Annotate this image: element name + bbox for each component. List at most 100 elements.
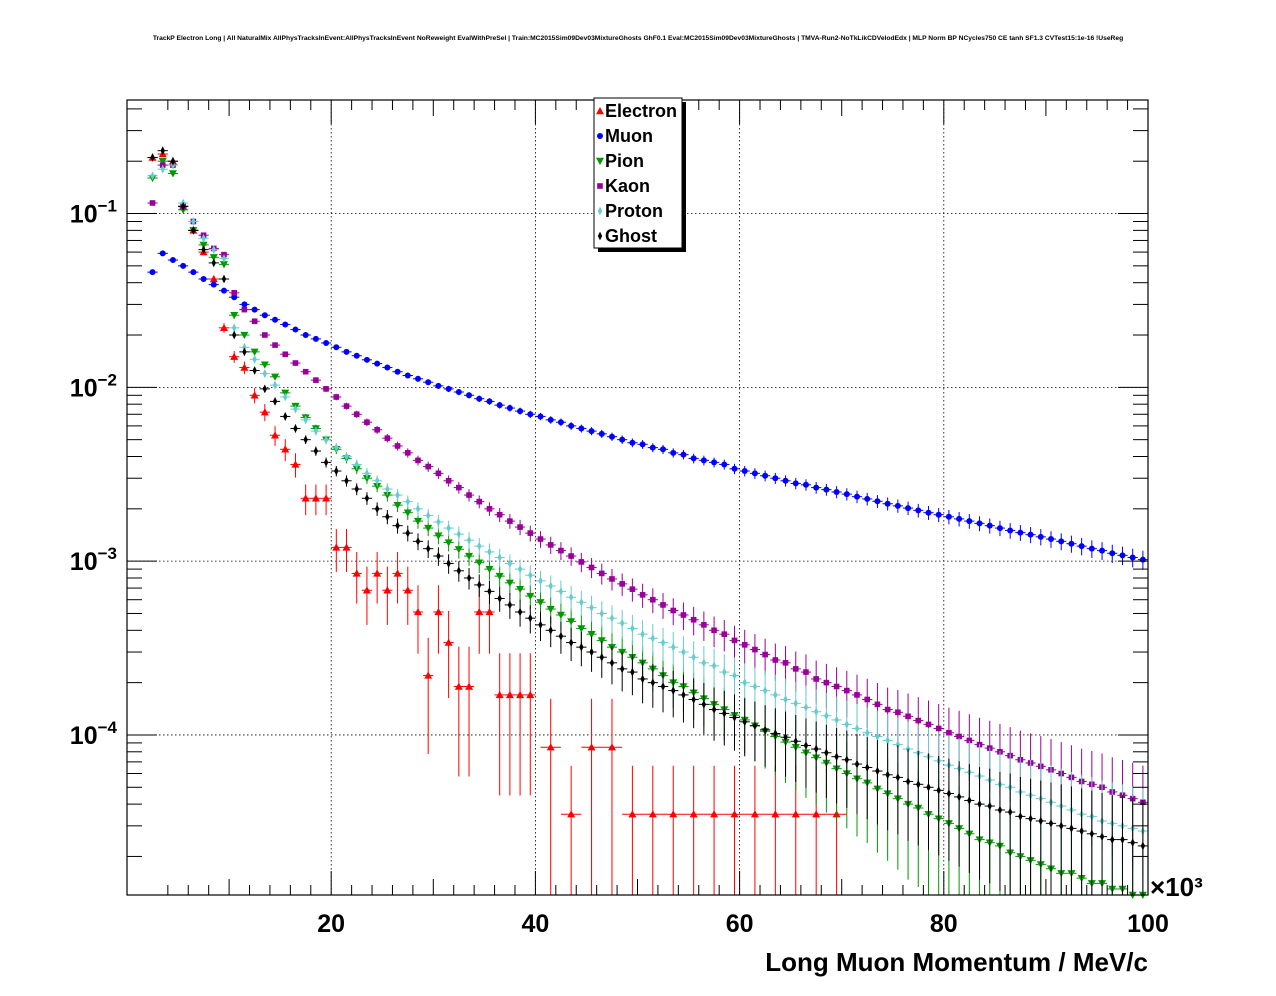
marker	[272, 342, 278, 348]
marker	[966, 518, 973, 525]
marker	[588, 428, 595, 435]
data-point	[392, 518, 403, 534]
data-point	[841, 730, 852, 808]
marker	[311, 494, 320, 502]
marker	[834, 752, 839, 762]
marker	[466, 535, 472, 545]
data-point	[525, 584, 536, 610]
data-point	[525, 605, 536, 634]
data-point	[372, 551, 383, 604]
data-point	[617, 651, 628, 692]
data-point	[423, 637, 434, 755]
marker	[333, 394, 340, 400]
data-point	[280, 351, 291, 358]
marker	[487, 586, 492, 596]
marker	[313, 446, 319, 456]
data-point	[178, 201, 189, 211]
data-point	[167, 156, 179, 166]
marker	[415, 457, 421, 464]
legend-entry: Proton	[597, 201, 663, 221]
marker	[149, 200, 156, 206]
marker	[587, 630, 596, 639]
marker	[956, 792, 962, 802]
data-point	[504, 572, 515, 595]
marker	[242, 342, 247, 352]
data-point	[668, 631, 679, 667]
marker	[731, 465, 738, 472]
data-point	[744, 765, 766, 895]
marker	[538, 576, 543, 586]
legend-marker	[597, 231, 603, 241]
data-point	[239, 347, 250, 357]
marker	[374, 360, 381, 367]
marker	[905, 713, 911, 720]
marker	[1129, 554, 1136, 561]
marker	[956, 515, 963, 522]
marker	[282, 321, 289, 328]
marker	[476, 498, 483, 505]
data-point	[259, 332, 270, 338]
marker	[168, 170, 177, 178]
marker	[160, 146, 165, 156]
data-point	[300, 332, 311, 339]
data-point	[831, 728, 842, 804]
marker	[465, 552, 474, 561]
marker	[936, 785, 941, 795]
data-point	[586, 558, 597, 579]
data-point	[719, 690, 730, 746]
data-point	[882, 743, 893, 831]
data-point	[719, 620, 730, 652]
marker	[865, 763, 870, 772]
data-point	[402, 525, 413, 542]
data-point	[540, 698, 561, 895]
data-point	[831, 486, 842, 499]
marker	[589, 603, 594, 613]
data-point	[280, 321, 291, 328]
marker	[516, 690, 525, 699]
marker	[456, 566, 462, 576]
marker	[383, 586, 392, 594]
data-point	[382, 434, 393, 443]
data-point	[433, 585, 444, 654]
marker	[291, 460, 300, 468]
marker	[997, 805, 1003, 815]
data-point	[514, 407, 526, 415]
axis-ticks	[127, 100, 1149, 895]
data-point	[1005, 523, 1016, 539]
data-point	[708, 687, 720, 741]
marker	[915, 507, 922, 514]
data-point	[239, 361, 250, 375]
data-point	[994, 520, 1006, 537]
data-point	[494, 566, 505, 588]
marker	[926, 782, 931, 792]
marker	[1068, 540, 1075, 547]
data-point	[902, 501, 914, 516]
marker	[609, 613, 615, 623]
data-point	[484, 559, 495, 580]
data-point	[933, 755, 944, 856]
marker	[353, 352, 360, 359]
grid	[127, 100, 1148, 895]
marker	[230, 352, 239, 360]
marker	[486, 506, 493, 512]
data-point	[683, 765, 704, 895]
data-point	[913, 751, 924, 846]
data-point	[811, 481, 822, 494]
marker	[865, 728, 870, 738]
data-point	[576, 552, 587, 573]
data-point	[453, 561, 464, 582]
marker	[1089, 829, 1095, 839]
data-point	[494, 401, 505, 409]
data-point	[555, 621, 567, 654]
data-point	[984, 768, 995, 884]
marker	[925, 509, 932, 516]
data-point	[269, 425, 281, 446]
marker	[660, 602, 666, 608]
data-point	[1096, 792, 1108, 895]
y-tick-label: 10−1	[70, 197, 117, 229]
legend-entry: Kaon	[597, 176, 650, 196]
marker	[791, 810, 800, 818]
marker	[925, 721, 932, 728]
marker	[711, 661, 717, 671]
marker	[537, 536, 544, 542]
